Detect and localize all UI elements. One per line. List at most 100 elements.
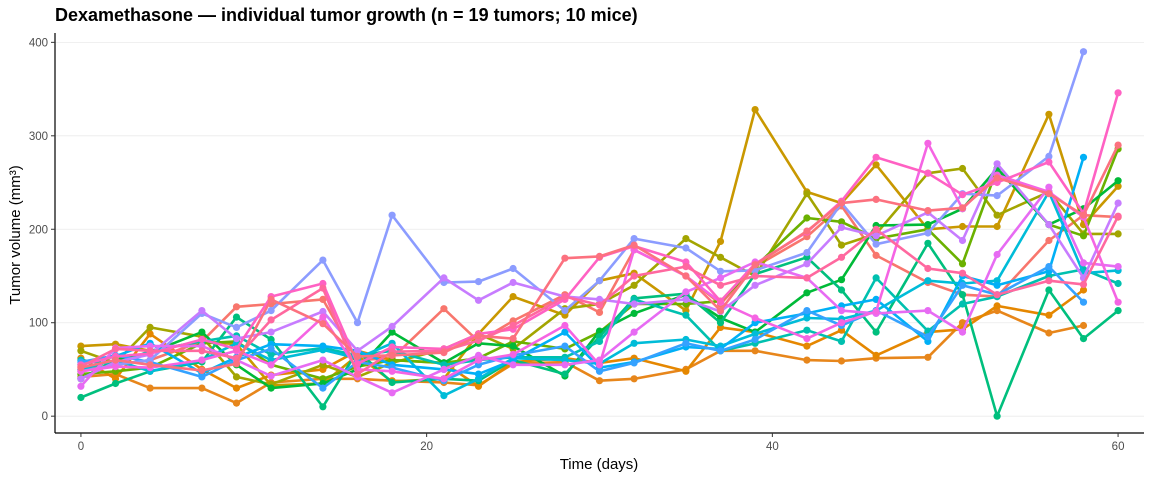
data-point — [509, 278, 517, 287]
data-point — [1045, 190, 1053, 198]
data-point — [924, 139, 932, 147]
data-point — [561, 321, 569, 330]
data-point — [111, 345, 120, 353]
data-point — [1079, 321, 1088, 330]
data-point — [77, 375, 85, 383]
data-point — [474, 370, 483, 378]
x-tick-label: 60 — [1112, 441, 1125, 453]
data-point — [751, 335, 759, 344]
data-point — [630, 241, 638, 249]
data-point — [837, 218, 846, 226]
data-point — [803, 274, 811, 282]
chart-title: Dexamethasone — individual tumor growth … — [55, 5, 638, 25]
series-18 — [77, 212, 1122, 378]
data-point — [267, 345, 275, 353]
data-point — [872, 225, 880, 233]
data-point — [682, 272, 690, 280]
data-point — [198, 328, 206, 336]
data-point — [872, 240, 880, 248]
data-point — [509, 350, 517, 359]
data-point — [509, 361, 517, 369]
data-point — [924, 264, 932, 273]
data-point — [872, 161, 880, 169]
data-point — [146, 323, 154, 331]
data-point — [872, 351, 880, 359]
data-point — [474, 356, 483, 364]
data-point — [561, 293, 569, 301]
data-point — [993, 291, 1001, 299]
data-point — [440, 274, 448, 282]
data-point — [561, 361, 569, 369]
data-point — [146, 384, 154, 392]
data-point — [751, 330, 759, 338]
data-point — [716, 267, 725, 275]
data-point — [474, 278, 483, 286]
data-point — [267, 328, 275, 336]
data-point — [872, 328, 880, 336]
data-point — [77, 364, 85, 372]
data-point — [388, 322, 396, 331]
data-point — [630, 375, 638, 383]
data-point — [319, 256, 327, 264]
data-point — [958, 300, 967, 308]
series-line — [79, 265, 1085, 390]
data-point — [682, 311, 690, 319]
data-point — [232, 373, 241, 381]
data-point — [751, 272, 759, 280]
y-axis-title: Tumor volume (mm³) — [7, 165, 24, 304]
data-point — [595, 377, 604, 385]
data-point — [803, 227, 811, 235]
y-tick-label: 100 — [29, 318, 48, 330]
data-point — [1079, 211, 1088, 219]
data-point — [803, 289, 811, 297]
data-point — [267, 316, 275, 324]
data-point — [509, 342, 517, 350]
data-point — [630, 309, 638, 317]
data-point — [1045, 329, 1053, 337]
data-point — [232, 335, 241, 343]
data-point — [198, 335, 206, 344]
data-point — [440, 392, 448, 400]
data-point — [319, 342, 327, 350]
data-point — [595, 308, 604, 316]
data-point — [682, 295, 690, 303]
data-point — [1079, 335, 1088, 343]
data-point — [1114, 307, 1122, 315]
data-point — [595, 252, 604, 260]
data-point — [837, 223, 846, 231]
data-point — [958, 164, 967, 173]
data-point — [388, 367, 396, 375]
data-point — [353, 370, 362, 378]
data-point — [319, 356, 327, 364]
data-point — [1079, 48, 1088, 56]
data-point — [630, 300, 638, 308]
data-point — [958, 260, 967, 268]
data-point — [872, 251, 880, 259]
data-point — [561, 328, 569, 336]
data-point — [1114, 141, 1122, 149]
data-point — [751, 106, 759, 114]
data-point — [803, 326, 811, 334]
data-point — [595, 367, 604, 375]
data-point — [716, 319, 725, 327]
data-point — [388, 211, 396, 219]
data-point — [630, 339, 638, 347]
x-axis-title: Time (days) — [560, 456, 639, 473]
data-point — [474, 382, 483, 390]
data-point — [1114, 279, 1122, 288]
data-point — [440, 365, 448, 373]
data-point — [146, 330, 154, 338]
data-point — [267, 372, 275, 380]
data-point — [682, 339, 690, 347]
data-point — [924, 353, 932, 361]
data-point — [958, 269, 967, 277]
data-point — [958, 191, 967, 199]
data-point — [803, 335, 811, 343]
data-point — [198, 373, 206, 381]
data-point — [958, 222, 967, 231]
data-point — [232, 384, 241, 392]
data-point — [267, 350, 275, 359]
data-point — [993, 192, 1001, 200]
data-point — [837, 357, 846, 365]
data-point — [837, 337, 846, 345]
